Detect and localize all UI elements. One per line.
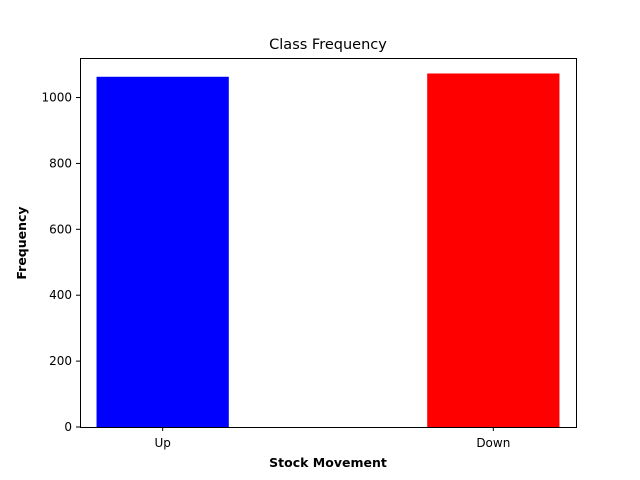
y-tick-label: 1000 <box>41 91 72 105</box>
y-tick-label: 200 <box>49 354 72 368</box>
x-tick-label: Down <box>476 436 510 450</box>
bars-group <box>96 73 560 427</box>
bar-down <box>427 73 560 427</box>
x-axis-label: Stock Movement <box>269 455 387 470</box>
y-tick-label: 600 <box>49 222 72 236</box>
x-tick-label: Up <box>154 436 170 450</box>
y-axis-label: Frequency <box>14 206 29 279</box>
y-axis-ticks: 0 200 400 600 800 1000 <box>41 91 80 434</box>
y-tick-label: 800 <box>49 156 72 170</box>
x-axis-ticks: Up Down <box>154 427 510 450</box>
y-tick-label: 400 <box>49 288 72 302</box>
bar-up <box>96 76 229 427</box>
plot-frame <box>80 58 577 428</box>
y-tick-label: 0 <box>64 420 72 434</box>
chart-title: Class Frequency <box>269 37 387 53</box>
